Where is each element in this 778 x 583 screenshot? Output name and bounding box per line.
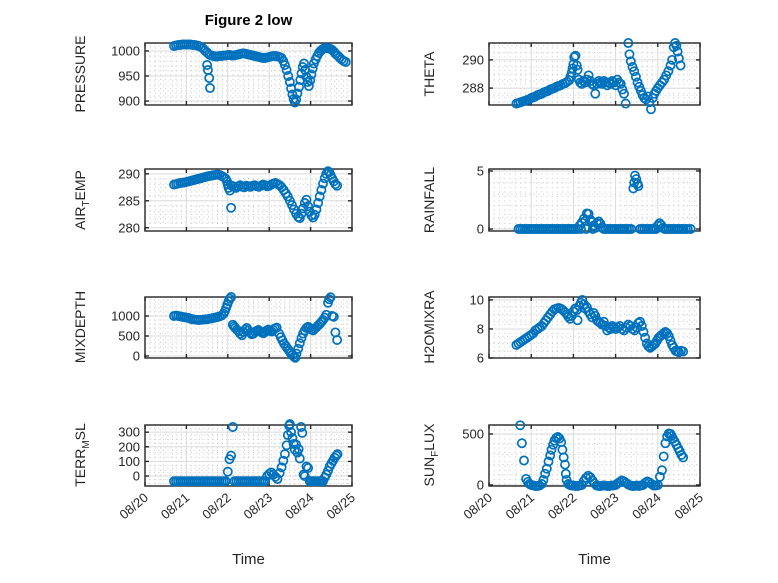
svg-text:08/23: 08/23 (241, 490, 276, 522)
svg-text:0: 0 (477, 222, 484, 237)
svg-text:290: 290 (462, 52, 484, 67)
svg-text:0: 0 (133, 349, 140, 364)
svg-text:08/23: 08/23 (587, 490, 622, 522)
svg-text:5: 5 (477, 163, 484, 178)
svg-text:08/25: 08/25 (323, 490, 358, 522)
svg-text:08/24: 08/24 (282, 490, 317, 522)
svg-text:1000: 1000 (111, 309, 140, 324)
svg-text:300: 300 (118, 425, 140, 440)
subplot-pressure: 900 950 1000 (111, 39, 353, 109)
svg-text:200: 200 (118, 439, 140, 454)
xlabel-time-left: Time (232, 551, 265, 568)
subplot-mixdepth: 0 500 1000 (111, 292, 353, 364)
svg-text:0: 0 (133, 469, 140, 484)
svg-text:288: 288 (462, 81, 484, 96)
svg-text:08/24: 08/24 (629, 490, 664, 522)
svg-text:08/20: 08/20 (460, 490, 495, 522)
xlabel-time-right: Time (578, 551, 611, 568)
svg-text:08/22: 08/22 (199, 490, 234, 522)
svg-text:8: 8 (477, 321, 484, 336)
svg-text:100: 100 (118, 454, 140, 469)
svg-text:285: 285 (118, 193, 140, 208)
svg-text:280: 280 (118, 220, 140, 235)
svg-text:500: 500 (462, 426, 484, 441)
svg-text:500: 500 (118, 329, 140, 344)
subplot-sunflux: 0 500 08/20 08/21 08/22 08/23 08/24 08/25 (460, 420, 706, 522)
svg-text:900: 900 (118, 94, 140, 109)
svg-text:08/22: 08/22 (545, 490, 580, 522)
svg-text:10: 10 (470, 292, 484, 307)
svg-text:08/21: 08/21 (503, 490, 538, 522)
svg-text:08/21: 08/21 (158, 490, 193, 522)
svg-text:290: 290 (118, 166, 140, 181)
subplot-h2omixra: 6 8 10 (470, 292, 701, 366)
subplot-airtemp: 280 285 290 (118, 166, 353, 235)
subplot-theta: 288 290 (462, 38, 701, 115)
svg-text:1000: 1000 (111, 44, 140, 59)
figure-title: Figure 2 low (204, 12, 293, 29)
svg-text:0: 0 (477, 477, 484, 492)
subplot-rainfall: 05 (477, 163, 701, 237)
svg-text:08/20: 08/20 (116, 490, 151, 522)
svg-text:950: 950 (118, 69, 140, 84)
svg-text:08/25: 08/25 (671, 490, 706, 522)
svg-text:6: 6 (477, 351, 484, 366)
